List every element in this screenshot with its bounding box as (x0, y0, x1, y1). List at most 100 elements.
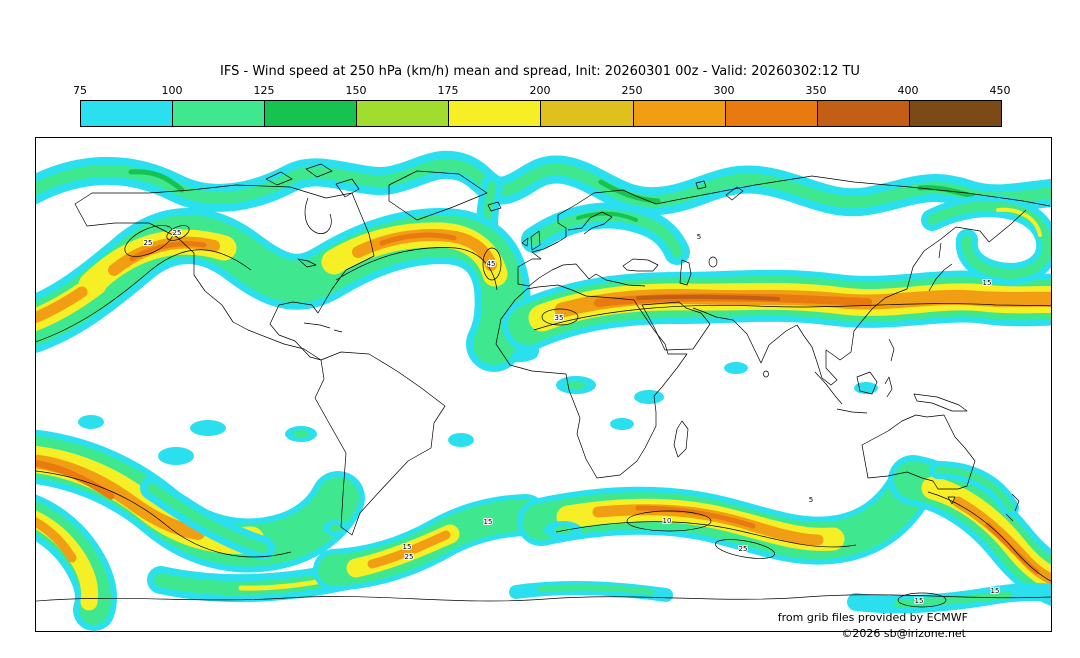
map-shape (566, 381, 586, 389)
map-shape (635, 505, 756, 529)
colorbar-tick-label: 175 (437, 84, 459, 97)
chart-title: IFS - Wind speed at 250 hPa (km/h) mean … (220, 64, 860, 79)
colorbar-tick-label: 100 (161, 84, 183, 97)
colorbar-segment (172, 101, 265, 126)
spread-contour-label: 35 (555, 314, 564, 322)
map-shape (897, 592, 947, 608)
coastline-caribbean (303, 322, 343, 333)
map-shape (124, 225, 174, 257)
coastline-britain (521, 230, 541, 251)
spread-contour-label: 45 (487, 260, 496, 268)
coastline-iceland (487, 201, 502, 212)
coastline-southeast-asia (814, 338, 895, 414)
spread-contour-label: 15 (991, 587, 1000, 595)
spread-labels-group: 25 25 45 35 5 15 15 25 15 10 25 5 15 15 (143, 228, 1001, 606)
coastline-new-guinea (913, 393, 968, 412)
coastline-tasmania (947, 496, 956, 505)
colorbar-segment (81, 101, 173, 126)
spread-contour-label: 5 (697, 233, 701, 241)
coastline-asia-east (692, 209, 1027, 386)
map-shape (598, 179, 661, 204)
map-shape (541, 308, 579, 326)
map-shape (576, 211, 638, 222)
map-shape (934, 466, 1014, 512)
colorbar-segment (908, 101, 1001, 126)
coastline-sri-lanka (763, 370, 769, 378)
colorbar-tick-label: 350 (805, 84, 827, 97)
colorbar-segment (724, 101, 817, 126)
map-shape (555, 521, 857, 548)
colorbar-segment (448, 101, 541, 126)
map-shape (634, 390, 664, 404)
map-shape (36, 286, 88, 324)
colorbar-segment (264, 101, 357, 126)
map-shape (724, 362, 748, 374)
spread-contour-label: 15 (983, 279, 992, 287)
coastline-mediterranean-north (528, 263, 646, 287)
map-shape (610, 418, 634, 430)
map-shape (36, 459, 115, 500)
wind-speed-bands (36, 150, 1051, 631)
spread-contour-label: 15 (484, 518, 493, 526)
map-shape (554, 526, 572, 534)
colorbar-tick-label: 450 (989, 84, 1011, 97)
map-shape (448, 433, 474, 447)
spread-contour-label: 25 (405, 553, 414, 561)
coastline-australia (861, 414, 976, 490)
coastline-caspian-sea (679, 259, 692, 286)
colorbar-tick-label: 250 (621, 84, 643, 97)
map-shape (36, 249, 252, 343)
map-shape (626, 510, 712, 532)
map-shape (147, 483, 268, 553)
data-source-credit: from grib files provided by ECMWF (777, 611, 968, 624)
spread-contour-label: 25 (173, 229, 182, 237)
map-shape (190, 420, 226, 436)
colorbar-tick-label: 125 (253, 84, 275, 97)
coastline-south-america (314, 351, 446, 536)
map-shape (36, 517, 77, 563)
spread-contour-label: 15 (403, 543, 412, 551)
map-shape (996, 207, 1042, 237)
colorbar-segment (632, 101, 725, 126)
colorbar-segment (816, 101, 909, 126)
colorbar (80, 100, 1002, 127)
coastlines (36, 163, 1051, 602)
map-shape (158, 447, 194, 465)
map-shape (330, 524, 342, 532)
coastline-svalbard (695, 180, 744, 201)
map-shape (78, 415, 104, 429)
map-shape (917, 185, 975, 199)
colorbar-tick-labels: 75 100 125 150 175 200 250 300 350 400 450 (73, 84, 1011, 97)
map-shape (129, 241, 207, 262)
spread-contour-label: 15 (915, 597, 924, 605)
map-shape (335, 247, 498, 291)
coastline-arctic-islands (265, 163, 360, 198)
coastline-madagascar (673, 420, 689, 458)
map-shape (927, 491, 1051, 582)
coastline-europe (517, 189, 657, 287)
coastline-aral-sea (708, 256, 718, 268)
colorbar-tick-label: 150 (345, 84, 367, 97)
map-shape (715, 539, 775, 559)
map-shape (482, 247, 502, 281)
map-shape (128, 169, 185, 193)
coastline-antarctica (36, 594, 1051, 602)
colorbar-tick-label: 400 (897, 84, 919, 97)
map-shape (528, 210, 683, 258)
coastline-hudson-bay (304, 197, 332, 234)
spread-contours (36, 225, 1051, 608)
copyright-credit: ©2026 sb@irizone.net (841, 627, 966, 640)
spread-contour-label: 25 (739, 545, 748, 553)
map-shape (538, 584, 654, 595)
colorbar-tick-label: 200 (529, 84, 551, 97)
coastline-asia-north (655, 175, 1051, 207)
coastline-north-america (74, 184, 375, 361)
coastline-japan (928, 242, 953, 292)
world-wind-map: 25 25 45 35 5 15 15 25 15 10 25 5 15 15 (36, 150, 1051, 631)
colorbar-tick-label: 300 (713, 84, 735, 97)
coastline-africa (495, 284, 688, 479)
spread-contour-label: 5 (809, 496, 813, 504)
spread-contour-label: 10 (663, 517, 672, 525)
coastline-new-zealand (1005, 493, 1020, 522)
